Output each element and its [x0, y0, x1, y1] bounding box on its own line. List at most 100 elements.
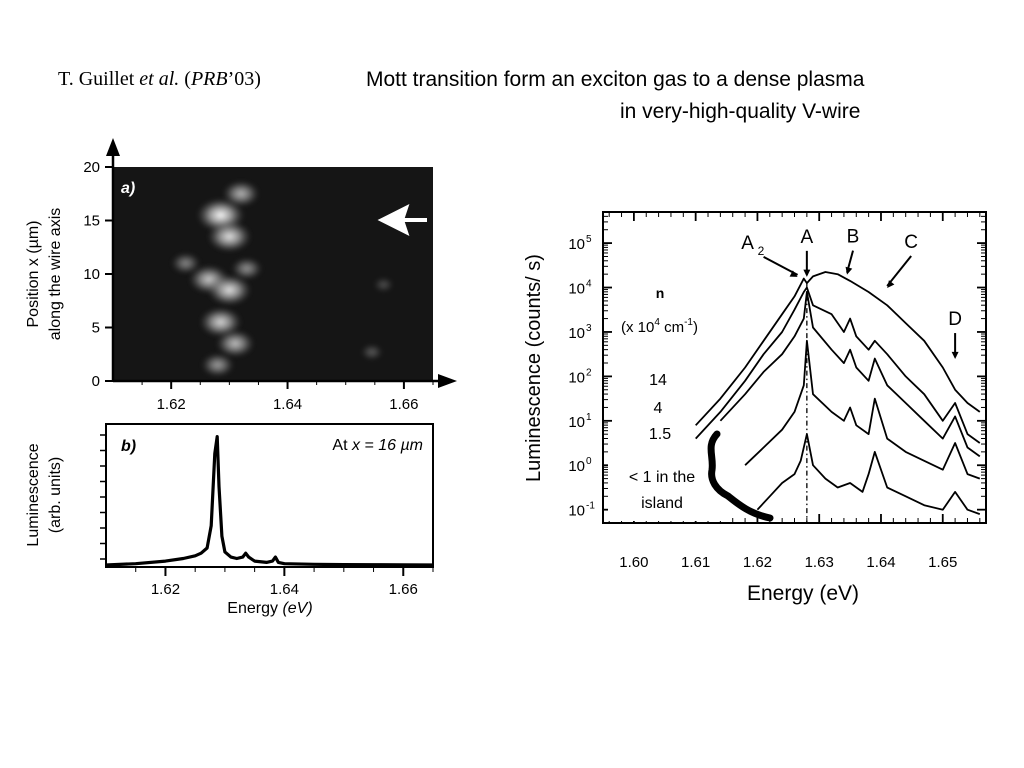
right-x-tick-label: 1.61 [681, 554, 710, 571]
right-spectrum-line [695, 286, 981, 444]
right-y-tick-label: 10 [568, 503, 585, 520]
panel-a-y-ticks: 0 5 10 15 20 [83, 159, 113, 390]
panel-a-x-tick-label: 1.66 [389, 396, 418, 413]
panel-a-x-ticks: 1.62 1.64 1.66 [141, 381, 434, 413]
citation-author: T. Guillet [58, 68, 135, 90]
right-y-tick-label: 10 [568, 281, 585, 298]
panel-a-ylabel-line1: Position x (µm) [25, 220, 42, 327]
right-x-tick-label: 1.62 [743, 554, 772, 571]
panel-b-x-tick-label: 1.64 [270, 581, 299, 598]
panel-b-xlabel: Energy (eV) [227, 600, 312, 617]
panel-a-y-tick-label: 10 [83, 266, 100, 283]
panel-b-x-tick-label: 1.62 [151, 581, 180, 598]
right-y-tick-exponent: 0 [586, 456, 592, 467]
peak-arrow-line [763, 255, 799, 276]
heatmap-spot [222, 180, 260, 208]
right-x-tick-label: 1.63 [805, 554, 834, 571]
heatmap-spot [230, 257, 263, 281]
right-y-tick-label: 10 [568, 369, 585, 386]
heatmap-spots [170, 180, 395, 378]
peak-arrowhead [803, 269, 811, 277]
slide-title-line2: in very-high-quality V-wire [620, 100, 861, 123]
density-label-bg-14 [640, 369, 676, 389]
citation-year: ’03) [227, 68, 261, 90]
peak-label: D [948, 309, 962, 330]
citation: T. Guillet et al. (PRB’03) [58, 68, 261, 91]
right-y-tick-exponent: 2 [586, 367, 592, 378]
peak-label: C [904, 232, 918, 253]
right-y-tick-exponent: -1 [586, 501, 595, 512]
panel-a-x-tick-label: 1.64 [273, 396, 302, 413]
right-y-tick-exponent: 4 [586, 279, 592, 290]
slide-title-line1: Mott transition form an exciton gas to a… [366, 68, 865, 91]
right-x-tick-label: 1.60 [619, 554, 648, 571]
right-ylabel: Luminescence (counts/ s) [523, 254, 545, 482]
density-label-14: 14 [649, 372, 667, 389]
density-label-4: 4 [654, 400, 663, 417]
peak-arrowhead [845, 266, 853, 275]
panel-b-spectrum-line [105, 435, 434, 567]
peak-arrowhead [951, 351, 959, 360]
density-label-island-line1: < 1 in the [629, 469, 695, 486]
panel-a-y-tick-label: 20 [83, 159, 100, 176]
right-xlabel: Energy (eV) [747, 582, 859, 605]
right-y-tick-label: 10 [568, 458, 585, 475]
right-spectrum-line [756, 433, 981, 515]
heatmap-background [113, 167, 433, 381]
panel-b-y-ticks [100, 434, 106, 560]
right-peak-labels: A 2A B CD [741, 227, 962, 360]
peak-label-subscript: 2 [758, 244, 765, 258]
right-y-tick-exponent: 3 [586, 323, 592, 334]
right-y-tick-label: 10 [568, 325, 585, 342]
heatmap-spot [200, 352, 235, 378]
right-spectra [695, 271, 981, 515]
peak-label: B [847, 227, 860, 248]
panel-a-label: a) [121, 180, 135, 197]
panel-a-x-tick-label: 1.62 [157, 396, 186, 413]
panel-b-ylabel-line1: Luminescence [25, 443, 42, 546]
peak-arrow-line [886, 255, 912, 287]
right-y-tick-label: 10 [568, 236, 585, 253]
heatmap-spot [207, 274, 252, 306]
right-spectrum-line [719, 291, 981, 458]
legend-title: n [656, 285, 665, 301]
panel-b-frame [105, 423, 434, 568]
panel-a-y-tick-label: 15 [83, 213, 100, 230]
heatmap-spot [360, 343, 384, 361]
right-y-tick-exponent: 5 [586, 234, 592, 245]
heatmap-spot [373, 276, 395, 293]
legend-unit: (x 104 cm-1) [621, 317, 698, 336]
panel-b-x-tick-label: 1.66 [389, 581, 418, 598]
peak-arrowhead [887, 280, 895, 288]
panel-b-label: b) [121, 438, 136, 455]
right-spectrum-line [695, 271, 981, 426]
heatmap-spot [170, 252, 201, 275]
panel-a-x-arrowhead [438, 374, 457, 388]
panel-a-y-tick-label: 0 [92, 373, 100, 390]
peak-arrowhead [789, 270, 798, 277]
position-marker-arrow [377, 204, 427, 236]
right-y-tick-label: 10 [568, 414, 585, 431]
right-spectrum-line [744, 339, 981, 480]
citation-journal: PRB [190, 68, 228, 90]
heatmap-spot [207, 220, 252, 253]
panel-a-y-tick-label: 5 [92, 320, 100, 337]
peak-label: A [801, 227, 814, 248]
panel-a-y-arrowhead [106, 138, 120, 156]
density-label-bg-island [608, 463, 725, 521]
heatmap-spot [215, 329, 255, 358]
citation-open: ( [184, 68, 191, 90]
right-x-tick-label: 1.64 [866, 554, 895, 571]
density-label-bg-15 [633, 422, 685, 444]
density-brace [707, 430, 774, 522]
panel-b-x-ticks: 1.62 1.64 1.66 [135, 567, 434, 598]
panel-b-annotation: At x = 16 µm [332, 437, 423, 454]
density-label-bg-4 [640, 397, 676, 419]
panel-b-ylabel-line2: (arb. units) [47, 457, 64, 533]
panel-a: a) 0 5 10 15 20 1.62 1.64 1.66 Position x (µm)… [25, 138, 457, 413]
peak-label: A [741, 233, 754, 254]
right-x-ticks: 1.60 1.61 1.62 1.63 1.64 1.65 [608, 212, 981, 571]
